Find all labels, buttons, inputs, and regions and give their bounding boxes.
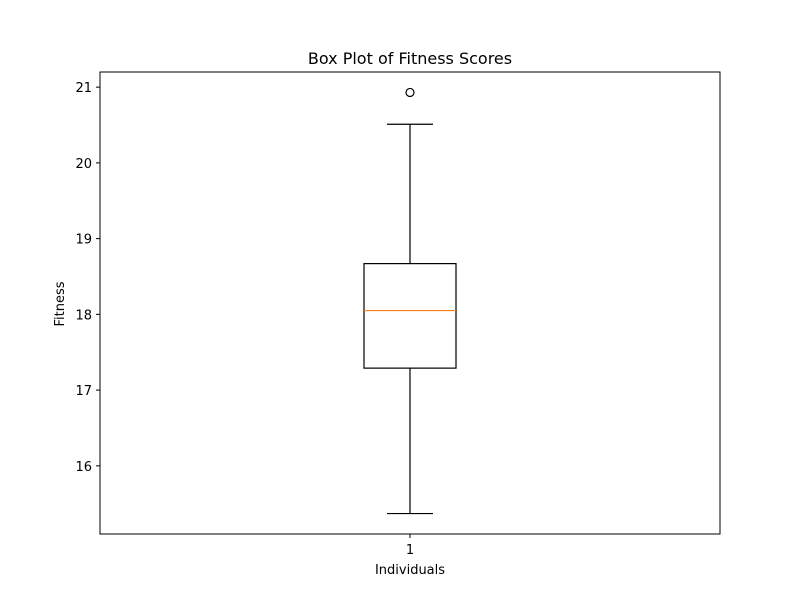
box-series	[363, 87, 457, 515]
y-tick-label: 20	[75, 157, 92, 172]
y-tick-label: 19	[75, 233, 92, 248]
plot-area-frame	[99, 71, 721, 535]
box-1	[363, 87, 457, 515]
y-tick-label: 17	[75, 384, 92, 399]
y-tick-label: 16	[75, 460, 92, 475]
y-axis-label: Fitness	[53, 281, 68, 326]
y-tick-label: 18	[75, 308, 92, 323]
y-tick-label: 21	[75, 81, 92, 96]
interquartile-box	[363, 263, 457, 369]
chart-title: Box Plot of Fitness Scores	[308, 49, 512, 68]
y-axis-ticks: 16 17 18 19 20 21	[75, 81, 100, 475]
x-tick-label: 1	[406, 543, 414, 558]
x-axis-label: Individuals	[375, 563, 445, 578]
outlier-point	[405, 87, 415, 98]
x-axis-ticks: 1	[406, 534, 414, 558]
